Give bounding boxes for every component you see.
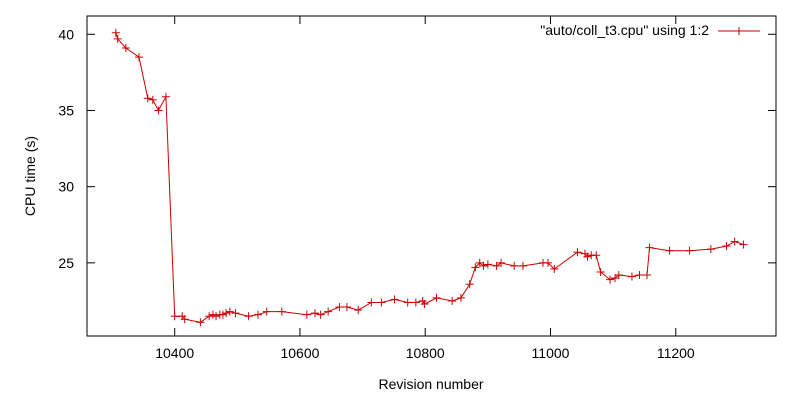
data-point xyxy=(645,243,654,252)
data-point xyxy=(324,307,333,316)
plot-frame xyxy=(86,15,777,337)
data-point xyxy=(510,261,519,270)
data-point xyxy=(170,312,179,321)
data-point xyxy=(706,245,715,254)
data-point xyxy=(244,312,253,321)
x-tick-label: 10600 xyxy=(280,345,319,361)
data-point xyxy=(134,53,143,62)
axis-ticks: 10400 10600 10800 11000 11200 25 30 35 40 xyxy=(58,16,776,361)
data-point xyxy=(739,240,748,249)
data-point xyxy=(627,272,636,281)
data-point xyxy=(596,268,605,276)
data-point xyxy=(121,44,130,52)
data-point xyxy=(222,309,231,318)
data-point xyxy=(592,251,601,260)
y-tick-label: 30 xyxy=(58,179,74,195)
legend-marker xyxy=(735,27,743,35)
legend-label: "auto/coll_t3.cpu" using 1:2 xyxy=(540,22,709,38)
data-point xyxy=(471,263,480,272)
y-tick-label: 25 xyxy=(58,255,74,271)
x-axis-label: Revision number xyxy=(378,376,483,392)
data-point xyxy=(253,310,262,319)
data-point xyxy=(316,310,325,319)
data-point xyxy=(143,94,152,103)
data-point xyxy=(367,298,376,307)
legend: "auto/coll_t3.cpu" using 1:2 xyxy=(540,22,760,38)
data-point xyxy=(277,307,286,316)
y-tick-label: 40 xyxy=(58,26,74,42)
data-point xyxy=(483,260,492,269)
data-point xyxy=(448,296,457,305)
data-point xyxy=(573,248,582,257)
x-tick-label: 10400 xyxy=(155,345,194,361)
data-point xyxy=(465,280,474,289)
data-point xyxy=(154,106,163,115)
data-point xyxy=(642,271,651,280)
y-axis-label: CPU time (s) xyxy=(22,136,38,216)
data-point xyxy=(212,312,221,321)
series-layer xyxy=(111,28,748,327)
data-point xyxy=(111,28,120,37)
data-point xyxy=(148,95,157,104)
data-point xyxy=(377,298,386,307)
data-point xyxy=(722,242,731,251)
data-point xyxy=(205,312,214,321)
data-point xyxy=(342,303,351,312)
data-point xyxy=(335,303,344,312)
data-point xyxy=(310,309,319,318)
x-tick-label: 11000 xyxy=(532,345,570,361)
x-tick-label: 11200 xyxy=(657,345,695,361)
data-point xyxy=(420,300,429,308)
data-point xyxy=(665,246,674,255)
data-point xyxy=(492,261,501,270)
data-point xyxy=(479,261,488,270)
x-tick-label: 10800 xyxy=(406,345,445,361)
data-point xyxy=(497,258,506,267)
y-tick-label: 35 xyxy=(58,102,74,118)
data-point xyxy=(411,298,420,307)
data-point xyxy=(544,258,553,267)
series-line xyxy=(115,32,744,323)
data-point xyxy=(614,271,623,280)
data-point xyxy=(113,34,122,43)
data-point xyxy=(583,252,592,261)
data-point xyxy=(302,310,311,319)
data-point xyxy=(390,295,399,304)
data-point xyxy=(606,275,615,284)
data-point xyxy=(262,307,271,316)
data-point xyxy=(432,293,441,302)
data-point xyxy=(354,306,363,315)
data-point xyxy=(225,307,234,316)
data-point xyxy=(635,271,644,280)
data-point xyxy=(161,92,170,101)
data-point xyxy=(730,237,739,246)
data-point xyxy=(403,298,412,307)
data-point xyxy=(550,264,559,273)
data-point xyxy=(231,309,240,318)
data-point xyxy=(196,318,205,327)
data-point xyxy=(685,246,694,255)
data-point xyxy=(180,315,189,324)
data-point xyxy=(456,293,465,302)
data-point xyxy=(518,261,527,270)
